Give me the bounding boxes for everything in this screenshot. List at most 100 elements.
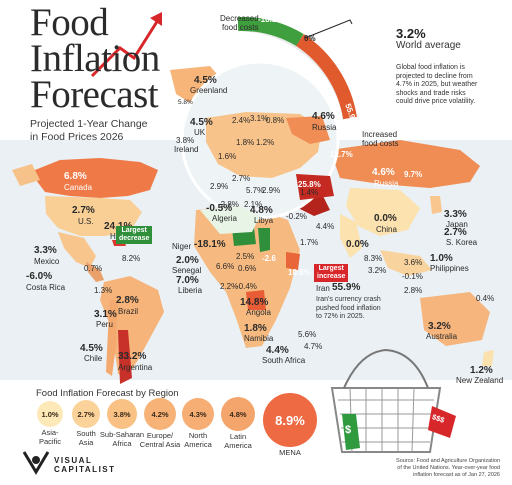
europe-inset-russia — [286, 116, 330, 144]
iceland-value: 5.8% — [178, 99, 193, 106]
region-value: 4.8% — [229, 409, 247, 419]
namibia-name: Namibia — [244, 334, 274, 343]
minor-value-11: 2.1% — [244, 200, 263, 209]
minor-value-1: 2.4% — [232, 116, 251, 125]
philippines-value: 1.0% — [430, 253, 453, 264]
region-name-line-2: Africa — [112, 438, 132, 448]
minor-value-4: 1.8% — [236, 138, 255, 147]
region-name-line-1: North — [188, 431, 208, 440]
russia-name: Russia — [374, 179, 399, 188]
minor-value-2: 3.1% — [250, 114, 269, 123]
philippines-name: Philippines — [430, 264, 469, 273]
region-name-line-1: MENA — [279, 448, 301, 457]
country-china — [346, 188, 420, 236]
brand-line-1: VISUAL — [54, 456, 93, 465]
minor-value-9: 5.7% — [246, 186, 265, 195]
minor-value-26: 2.5% — [236, 252, 255, 261]
chile-name: Chile — [84, 354, 103, 363]
region-name-line-1: Europe/ — [146, 431, 174, 440]
source-line-3: inflation forecast as of Jan 27, 2026 — [413, 472, 500, 478]
region-name-line-2: America — [184, 439, 212, 449]
gauge-green — [237, 16, 304, 47]
costa-rica-value: -6.0% — [26, 271, 53, 282]
iran-note-line-2: pushed food inflation — [316, 304, 381, 312]
minor-value-16: -0.2% — [286, 212, 307, 221]
australia-value: 3.2% — [428, 321, 451, 332]
minor-value-30: 2.2% — [220, 282, 239, 291]
green-price-tag — [342, 414, 360, 450]
new-zealand-name: New Zealand — [456, 376, 504, 385]
region-name: Europe/Central Asia — [130, 431, 190, 449]
russia-inset-value: 4.6% — [312, 111, 335, 122]
minor-value-27: 0.6% — [238, 264, 257, 273]
peru-value: 3.1% — [94, 309, 117, 320]
region-name: Asia- Pacific — [20, 428, 80, 446]
greenland-name: Greenland — [190, 86, 228, 95]
region-value: 4.3% — [189, 409, 207, 419]
title-line-2: Inflation — [30, 37, 160, 80]
australia-name: Australia — [426, 332, 458, 341]
angola-name: Angola — [246, 308, 271, 317]
minor-value-7: 2.7% — [232, 174, 251, 183]
minor-value-24: 0.4% — [476, 294, 495, 303]
country-angola — [246, 290, 266, 310]
minor-value-15: 4.4% — [316, 222, 335, 231]
iran-note-line-3: to 72% in 2025. — [316, 313, 365, 320]
us-value: 2.7% — [72, 205, 95, 216]
gauge-increased-label-2: food costs — [362, 139, 399, 148]
minor-value-20: 3.2% — [368, 266, 387, 275]
ireland-value: 3.8% — [176, 136, 195, 145]
minor-value-19: 8.3% — [364, 254, 383, 263]
world-average-value: 3.2% — [396, 26, 426, 41]
niger-name: Niger — [172, 242, 192, 251]
liberia-name: Liberia — [178, 286, 203, 295]
ireland-name: Ireland — [174, 145, 199, 154]
algeria-value: -0.5% — [206, 203, 233, 214]
russia-value: 4.6% — [372, 167, 395, 178]
minor-value-10: 2.9% — [262, 186, 281, 195]
region-name-line-2: Pacific — [38, 436, 62, 446]
argentina-value: 33.2% — [118, 351, 147, 362]
red-price-tag — [428, 406, 456, 438]
mexico-name: Mexico — [34, 257, 60, 266]
country-japan — [430, 196, 442, 214]
largest-decrease-line-2: decrease — [119, 235, 150, 242]
minor-value-31: -0.4% — [236, 282, 257, 291]
trend-arrow-line — [90, 19, 160, 78]
minor-value-32: 0.7% — [84, 264, 103, 273]
region-bubble: 4.8% — [221, 397, 255, 431]
region-bubble: 2.7% — [72, 400, 100, 428]
country-chad — [258, 228, 270, 252]
gauge-increased-label-1: Increased — [362, 130, 398, 139]
region-value: 3.8% — [113, 409, 131, 419]
region-value: 4.2% — [151, 409, 169, 419]
senegal-value: 2.0% — [176, 255, 199, 266]
gauge-decreased-label-1: Decreased — [220, 14, 259, 23]
region-name: South Asia — [56, 429, 116, 447]
costa-rica-name: Costa Rica — [26, 283, 66, 292]
title-line-3: Forecast — [30, 73, 159, 116]
largest-decrease-line-1: Largest — [121, 227, 147, 234]
japan-value: 3.3% — [444, 209, 467, 220]
uk-name: UK — [194, 128, 206, 137]
subtitle-line-1: Projected 1-Year Change — [30, 118, 148, 130]
gauge-min-value: -18.1% — [258, 15, 284, 24]
gauge-zero-value: 0% — [304, 34, 316, 43]
greenland-value: 4.5% — [194, 75, 217, 86]
region-value: 1.0% — [41, 409, 59, 419]
global-note-line-1: Global food inflation is — [396, 64, 465, 71]
trend-arrow-head — [150, 12, 162, 26]
region-name-line-1: South — [76, 429, 96, 438]
minor-value-21: 3.6% — [404, 258, 423, 267]
brazil-value: 2.8% — [116, 295, 139, 306]
global-note-line-4: shocks and trade risks — [396, 89, 466, 97]
global-note-line-2: projected to decline from — [396, 72, 473, 80]
gauge-decreased-label-2: food costs — [222, 23, 259, 32]
largest-increase-callout: Largest increase — [314, 264, 349, 282]
europe-inset-turkey — [296, 174, 334, 200]
country-australia — [420, 292, 490, 346]
minor-value-34: 8.2% — [122, 254, 141, 263]
region-name-line-1: Asia- — [41, 428, 59, 437]
global-note-line-3: 4.7% in 2025, but weather — [396, 81, 478, 88]
region-name-line-1: Latin — [229, 432, 247, 441]
